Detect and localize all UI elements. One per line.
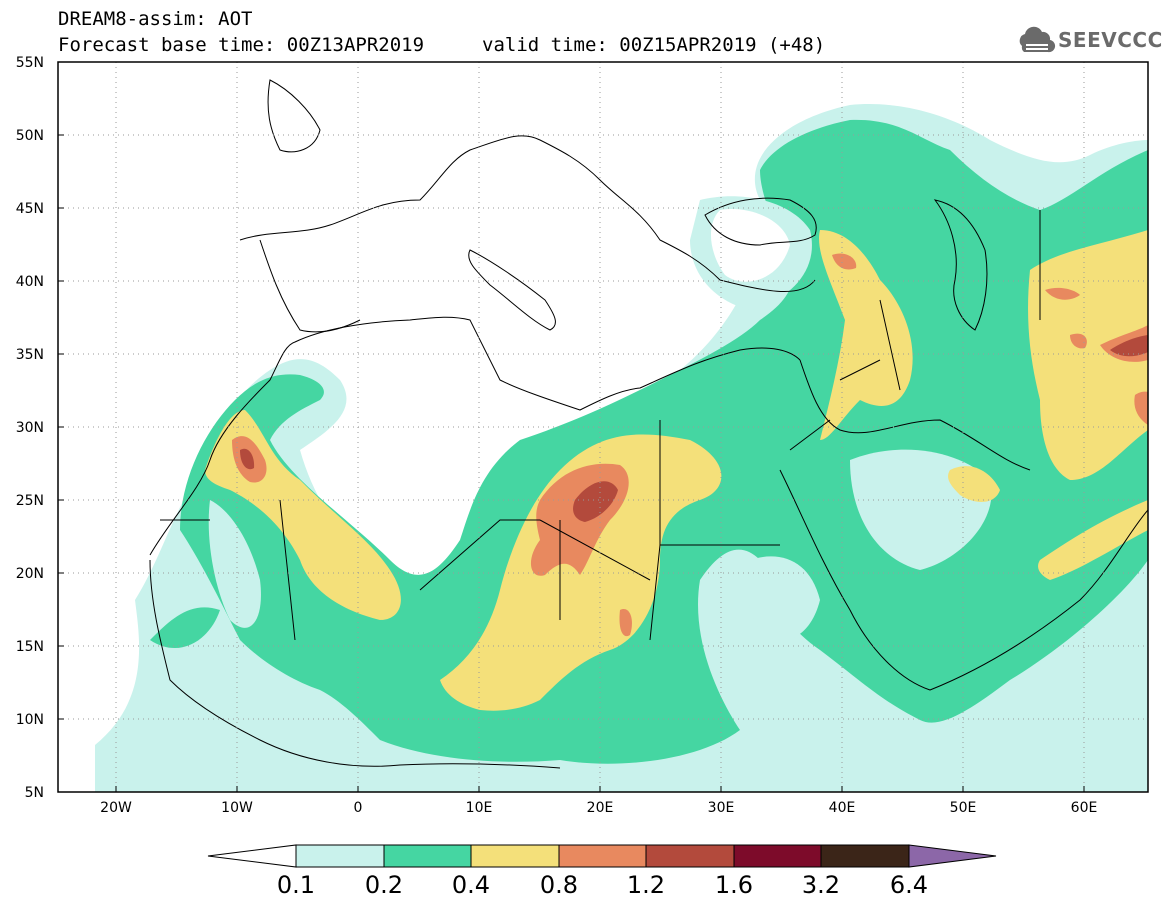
lat-label-35n: 35N	[16, 347, 44, 363]
base-time: Forecast base time: 00Z13APR2019	[58, 34, 425, 56]
valid-time: valid time: 00Z15APR2019 (+48)	[482, 34, 826, 56]
colorbar-swatch-4	[558, 844, 647, 868]
colorbar-low-arrow	[207, 844, 297, 868]
colorbar	[207, 844, 997, 868]
colorbar-label: 0.1	[277, 871, 315, 899]
lat-label-20n: 20N	[16, 566, 44, 582]
colorbar-label: 1.6	[715, 871, 753, 899]
colorbar-swatch-1	[295, 844, 385, 868]
lon-label-20w: 20W	[100, 800, 132, 816]
lon-label-50e: 50E	[950, 800, 977, 816]
lon-label-40e: 40E	[829, 800, 856, 816]
colorbar-label: 6.4	[890, 871, 928, 899]
aot-clear-patches	[208, 196, 992, 640]
colorbar-swatch-2	[383, 844, 472, 868]
colorbar-label: 0.8	[540, 871, 578, 899]
colorbar-labels: 0.1 0.2 0.4 0.8 1.2 1.6 3.2 6.4	[277, 871, 928, 899]
lon-label-10w: 10W	[221, 800, 253, 816]
lat-label-10n: 10N	[16, 712, 44, 728]
lat-label-40n: 40N	[16, 274, 44, 290]
colorbar-high-arrow	[908, 844, 997, 868]
latitude-labels: 55N 50N 45N 40N 35N 30N 25N 20N 15N 10N …	[16, 55, 44, 801]
aot-fields	[58, 62, 1148, 792]
colorbar-label: 1.2	[627, 871, 665, 899]
colorbar-label: 0.2	[365, 871, 403, 899]
coastlines	[149, 79, 1148, 769]
lon-label-0: 0	[354, 800, 363, 816]
lon-label-20e: 20E	[587, 800, 614, 816]
colorbar-swatch-7	[820, 844, 910, 868]
lon-label-60e: 60E	[1071, 800, 1098, 816]
lat-label-25n: 25N	[16, 493, 44, 509]
lon-label-10e: 10E	[466, 800, 493, 816]
longitude-labels: 20W 10W 0 10E 20E 30E 40E 50E 60E	[100, 800, 1097, 816]
colorbar-label: 0.4	[452, 871, 490, 899]
logo-text: SEEVCCC	[1058, 28, 1163, 52]
lat-label-15n: 15N	[16, 639, 44, 655]
lat-label-30n: 30N	[16, 420, 44, 436]
aot-level-1.2	[240, 335, 1148, 522]
colorbar-swatch-5	[645, 844, 735, 868]
colorbar-label: 3.2	[802, 871, 840, 899]
lat-label-50n: 50N	[16, 128, 44, 144]
colorbar-swatch-6	[733, 844, 822, 868]
colorbar-swatch-3	[470, 844, 560, 868]
lat-label-45n: 45N	[16, 201, 44, 217]
grid-lines	[58, 62, 1148, 792]
lat-label-5n: 5N	[25, 785, 44, 801]
aot-clean-air	[370, 209, 790, 548]
lon-label-30e: 30E	[708, 800, 735, 816]
cloud-logo-icon	[1019, 26, 1056, 53]
lat-label-55n: 55N	[16, 55, 44, 71]
model-title: DREAM8-assim: AOT	[58, 8, 253, 30]
axis-ticks	[58, 61, 1085, 792]
